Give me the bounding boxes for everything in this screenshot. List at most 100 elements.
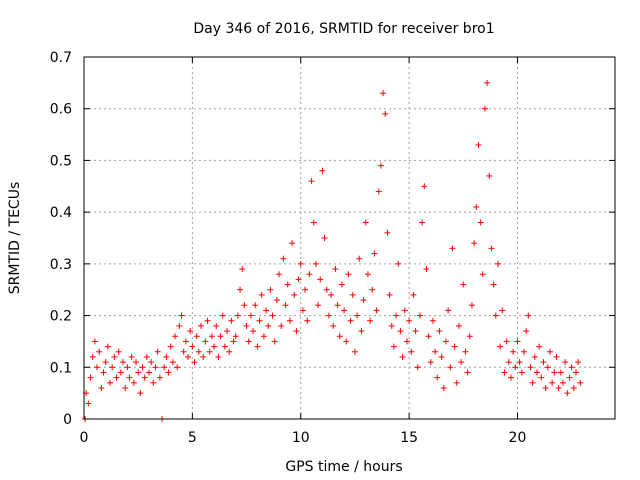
y-tick-label: 0.3	[50, 257, 72, 273]
data-point	[98, 384, 105, 391]
data-point	[104, 343, 111, 350]
data-point	[354, 312, 361, 319]
data-point	[516, 359, 523, 366]
data-point	[239, 266, 246, 273]
data-point	[542, 384, 549, 391]
data-point	[148, 359, 155, 366]
data-point	[289, 240, 296, 247]
data-point	[468, 302, 475, 309]
data-point	[475, 141, 482, 148]
data-point	[458, 359, 465, 366]
data-point	[215, 353, 222, 360]
data-point	[185, 353, 192, 360]
data-point	[206, 348, 213, 355]
y-tick-label: 0.5	[50, 153, 72, 169]
data-point	[213, 322, 220, 329]
data-point	[536, 343, 543, 350]
data-point	[230, 338, 237, 345]
data-point	[87, 374, 94, 381]
y-tick-label: 0.2	[50, 309, 72, 325]
data-point	[380, 90, 387, 97]
data-point	[182, 338, 189, 345]
data-point	[356, 255, 363, 262]
data-point	[330, 322, 337, 329]
data-point	[256, 317, 263, 324]
data-point	[559, 379, 566, 386]
data-point	[369, 286, 376, 293]
data-point	[566, 374, 573, 381]
data-point	[486, 172, 493, 179]
data-point	[373, 307, 380, 314]
data-point	[397, 328, 404, 335]
data-point	[520, 348, 527, 355]
data-point	[564, 390, 571, 397]
data-point	[325, 312, 332, 319]
data-point	[282, 302, 289, 309]
data-point	[128, 353, 135, 360]
data-point	[429, 317, 436, 324]
data-point	[200, 353, 207, 360]
data-point	[232, 333, 239, 340]
data-point	[362, 219, 369, 226]
data-point	[94, 364, 101, 371]
data-point	[152, 364, 159, 371]
data-point	[527, 364, 534, 371]
data-point	[100, 369, 107, 376]
data-point	[351, 348, 358, 355]
data-point	[393, 312, 400, 319]
data-point	[499, 307, 506, 314]
data-point	[319, 167, 326, 174]
data-point	[473, 203, 480, 210]
data-point	[343, 338, 350, 345]
data-point	[124, 364, 131, 371]
data-point	[510, 348, 517, 355]
data-point	[349, 291, 356, 298]
data-point	[438, 353, 445, 360]
data-point	[310, 219, 317, 226]
grid-lines	[84, 57, 615, 419]
data-point	[195, 348, 202, 355]
data-point	[494, 260, 501, 267]
data-point	[531, 353, 538, 360]
data-point	[165, 369, 172, 376]
data-point	[265, 322, 272, 329]
data-point	[395, 260, 402, 267]
data-point	[453, 379, 460, 386]
data-point	[167, 343, 174, 350]
data-point	[96, 348, 103, 355]
data-point	[260, 333, 267, 340]
data-point	[501, 369, 508, 376]
x-tick-label: 10	[292, 430, 310, 446]
data-point	[107, 379, 114, 386]
data-point	[117, 369, 124, 376]
data-point	[252, 302, 259, 309]
data-point	[328, 291, 335, 298]
data-point	[102, 359, 109, 366]
data-point	[258, 291, 265, 298]
data-point	[137, 390, 144, 397]
data-point	[180, 348, 187, 355]
data-point	[568, 364, 575, 371]
data-point	[204, 317, 211, 324]
data-point	[91, 338, 98, 345]
data-point	[408, 348, 415, 355]
data-point	[189, 343, 196, 350]
data-point	[317, 276, 324, 283]
data-point	[271, 338, 278, 345]
data-point	[471, 240, 478, 247]
data-point	[460, 281, 467, 288]
data-point	[241, 302, 248, 309]
data-point	[555, 384, 562, 391]
data-point	[399, 353, 406, 360]
data-point	[312, 260, 319, 267]
chart-title: Day 346 of 2016, SRMTID for receiver bro…	[193, 21, 494, 37]
data-point	[432, 348, 439, 355]
data-point	[193, 333, 200, 340]
data-point	[224, 328, 231, 335]
data-point	[479, 271, 486, 278]
data-point	[139, 364, 146, 371]
y-tick-label: 0.1	[50, 360, 72, 376]
data-point	[308, 178, 315, 185]
data-point	[161, 364, 168, 371]
x-axis-tick-labels: 0 5 10 15 20	[80, 430, 527, 446]
